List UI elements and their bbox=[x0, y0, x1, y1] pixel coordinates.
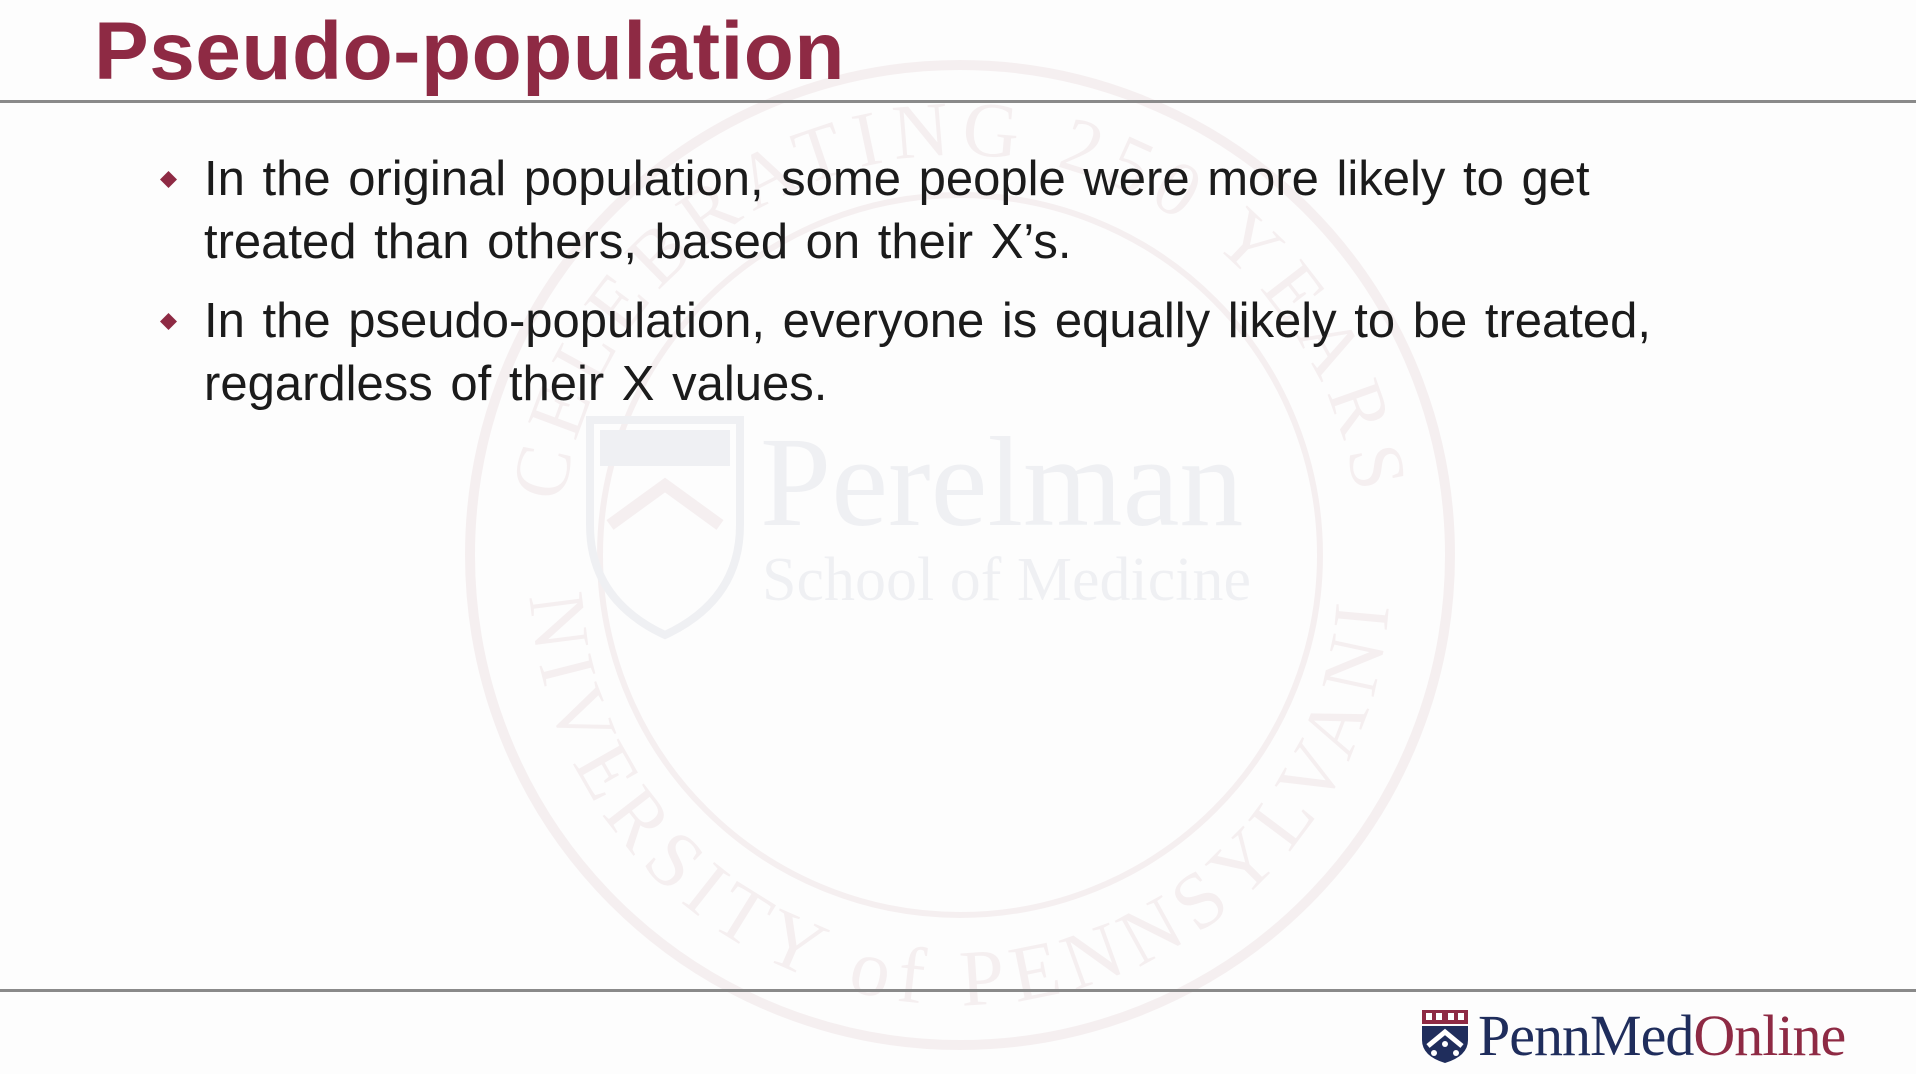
perelman-seal-watermark: CELEBRATING 250 YEARS UNIVERSITY of PENN… bbox=[440, 55, 1455, 1050]
bullet-item: In the pseudo-population, everyone is eq… bbox=[150, 290, 1750, 416]
pennmedonline-logo: PennMedOnline bbox=[1420, 1007, 1846, 1065]
logo-online: Online bbox=[1693, 1003, 1846, 1068]
penn-shield-icon bbox=[1422, 1010, 1468, 1063]
bullet-list: In the original population, some people … bbox=[150, 148, 1750, 432]
watermark-shield-icon bbox=[586, 416, 744, 640]
diamond-bullet-icon bbox=[160, 313, 177, 330]
diamond-bullet-icon bbox=[160, 171, 177, 188]
footer-divider bbox=[0, 989, 1916, 992]
watermark-subname: School of Medicine bbox=[762, 546, 1251, 614]
logo-med: Med bbox=[1590, 1003, 1694, 1068]
slide-title: Pseudo-population bbox=[94, 6, 845, 97]
title-divider bbox=[0, 100, 1916, 103]
watermark-name: Perelman bbox=[760, 411, 1243, 553]
logo-wordmark: PennMedOnline bbox=[1478, 1007, 1846, 1065]
bullet-text: In the original population, some people … bbox=[204, 152, 1590, 269]
bullet-text: In the pseudo-population, everyone is eq… bbox=[204, 294, 1652, 411]
bullet-item: In the original population, some people … bbox=[150, 148, 1750, 274]
logo-penn: Penn bbox=[1478, 1003, 1591, 1068]
